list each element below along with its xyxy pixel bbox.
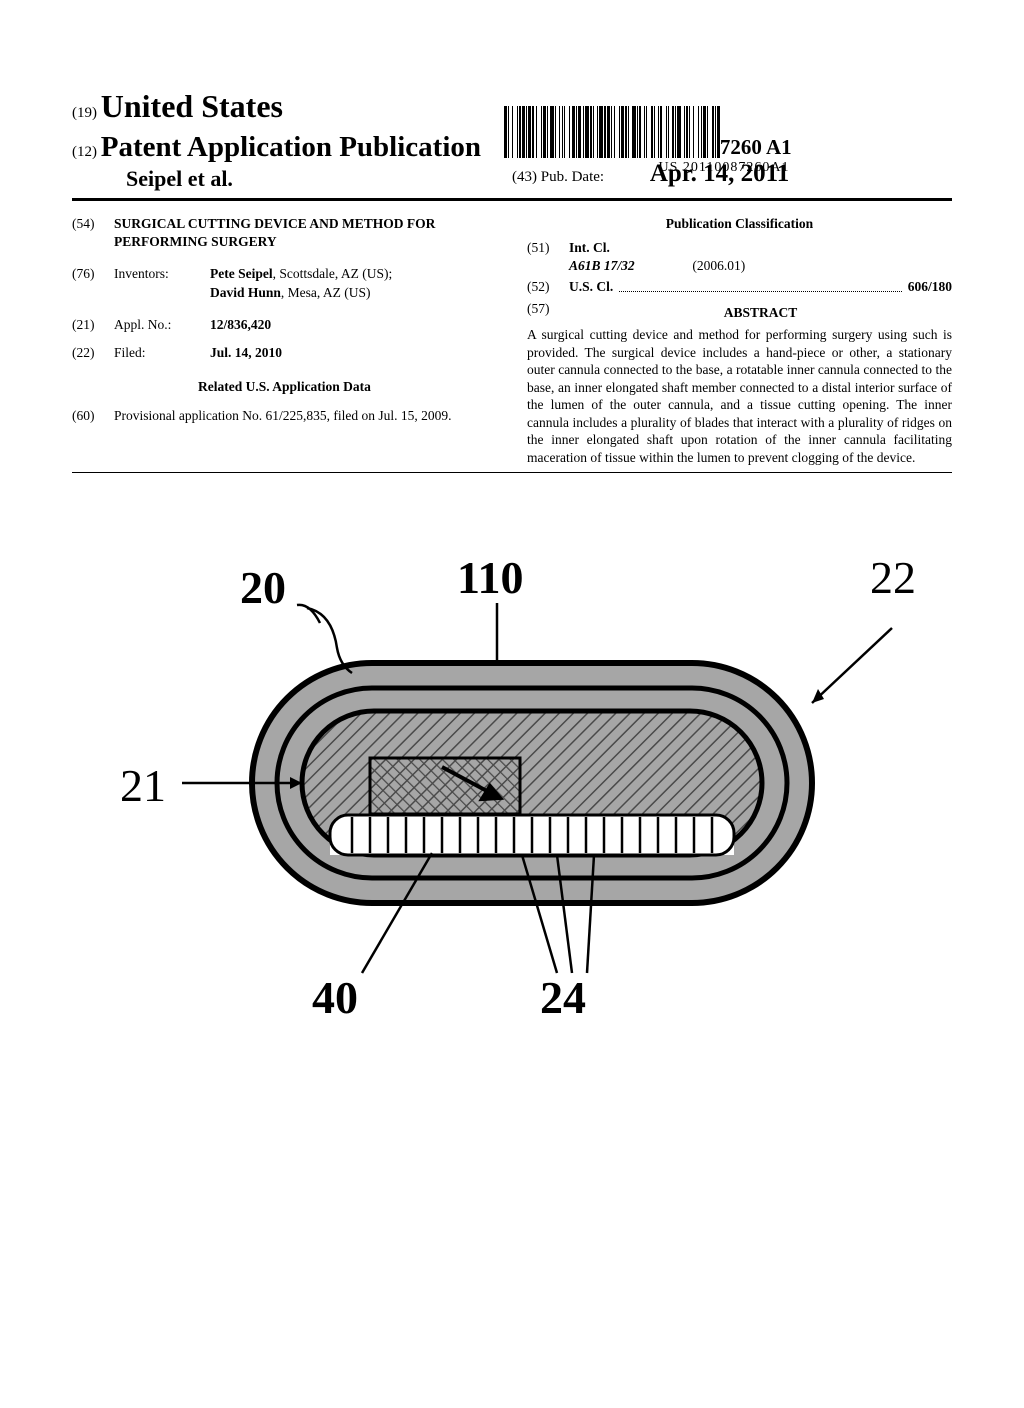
intcl-class: A61B 17/32 — [569, 257, 689, 275]
uscl-code: (52) — [527, 278, 569, 296]
title-row: (54) SURGICAL CUTTING DEVICE AND METHOD … — [72, 215, 497, 251]
applno-code: (21) — [72, 316, 114, 334]
leader-22 — [812, 628, 892, 703]
intcl-entry: A61B 17/32 (2006.01) — [569, 257, 952, 275]
biblio-right-column: Publication Classification (51) Int. Cl.… — [527, 215, 952, 466]
intcl-body: Int. Cl. A61B 17/32 (2006.01) — [569, 239, 952, 275]
leader-22-arrowhead — [812, 689, 824, 703]
uscl-label-text: U.S. Cl. — [569, 279, 613, 294]
pubtype-line: (12) Patent Application Publication — [72, 131, 512, 164]
uscl-dots — [619, 278, 901, 292]
label-110: 110 — [457, 552, 523, 603]
rule-thin — [72, 472, 952, 473]
abstract-text: A surgical cutting device and method for… — [527, 326, 952, 466]
barcode — [504, 106, 944, 158]
title-code: (54) — [72, 215, 114, 251]
invention-title: SURGICAL CUTTING DEVICE AND METHOD FOR P… — [114, 215, 497, 251]
country-name: United States — [101, 88, 283, 124]
applno-row: (21) Appl. No.: 12/836,420 — [72, 316, 497, 334]
barcode-text: US 20110087260A1 — [504, 160, 944, 176]
inventors-label: Inventors: — [114, 265, 210, 301]
filed-label: Filed: — [114, 344, 210, 362]
abstract-code: (57) — [527, 300, 569, 326]
intcl-label: Int. Cl. — [569, 239, 952, 257]
country-line: (19) United States — [72, 88, 512, 125]
applno-value-text: 12/836,420 — [210, 317, 271, 332]
inventors-code: (76) — [72, 265, 114, 301]
applno-value: 12/836,420 — [210, 316, 497, 334]
pubtype: Patent Application Publication — [101, 131, 481, 163]
filed-value-text: Jul. 14, 2010 — [210, 345, 282, 360]
abstract-heading: ABSTRACT — [569, 304, 952, 322]
label-22: 22 — [870, 552, 916, 603]
inventors-row: (76) Inventors: Pete Seipel, Scottsdale,… — [72, 265, 497, 301]
uscl-value: 606/180 — [908, 278, 952, 296]
label-21: 21 — [120, 760, 166, 811]
label-24: 24 — [540, 972, 586, 1023]
inventor-2-loc: , Mesa, AZ (US) — [281, 285, 371, 300]
prefix-12: (12) — [72, 144, 97, 160]
related-heading: Related U.S. Application Data — [72, 378, 497, 396]
provisional-code: (60) — [72, 407, 114, 425]
label-40: 40 — [312, 972, 358, 1023]
intcl-code: (51) — [527, 239, 569, 275]
uscl-row: (52) U.S. Cl. 606/180 — [527, 278, 952, 296]
pubclass-heading: Publication Classification — [527, 215, 952, 233]
barcode-block: US 20110087260A1 — [504, 106, 944, 176]
abstract-heading-row: (57) ABSTRACT — [527, 300, 952, 326]
applno-label: Appl. No.: — [114, 316, 210, 334]
prefix-19: (19) — [72, 105, 97, 121]
uscl-label: U.S. Cl. — [569, 278, 613, 296]
inventor-1-loc: , Scottsdale, AZ (US); — [273, 266, 393, 281]
provisional-text: Provisional application No. 61/225,835, … — [114, 407, 497, 425]
figure-area: 110 20 22 21 40 24 — [0, 533, 1024, 1033]
filed-value: Jul. 14, 2010 — [210, 344, 497, 362]
provisional-row: (60) Provisional application No. 61/225,… — [72, 407, 497, 425]
teeth — [352, 817, 712, 853]
leader-20-tail — [297, 605, 320, 623]
intcl-label-text: Int. Cl. — [569, 240, 610, 255]
intcl-row: (51) Int. Cl. A61B 17/32 (2006.01) — [527, 239, 952, 275]
authors-line: Seipel et al. — [72, 166, 512, 192]
filed-row: (22) Filed: Jul. 14, 2010 — [72, 344, 497, 362]
inventor-1-name: Pete Seipel — [210, 266, 273, 281]
bibliographic-section: (54) SURGICAL CUTTING DEVICE AND METHOD … — [0, 201, 1024, 466]
inventor-2-name: David Hunn — [210, 285, 281, 300]
intcl-date: (2006.01) — [692, 258, 745, 273]
header-left: (19) United States (12) Patent Applicati… — [72, 88, 512, 192]
biblio-left-column: (54) SURGICAL CUTTING DEVICE AND METHOD … — [72, 215, 497, 466]
label-20: 20 — [240, 562, 286, 613]
filed-code: (22) — [72, 344, 114, 362]
patent-figure: 110 20 22 21 40 24 — [102, 533, 922, 1033]
inventors-value: Pete Seipel, Scottsdale, AZ (US); David … — [210, 265, 497, 301]
